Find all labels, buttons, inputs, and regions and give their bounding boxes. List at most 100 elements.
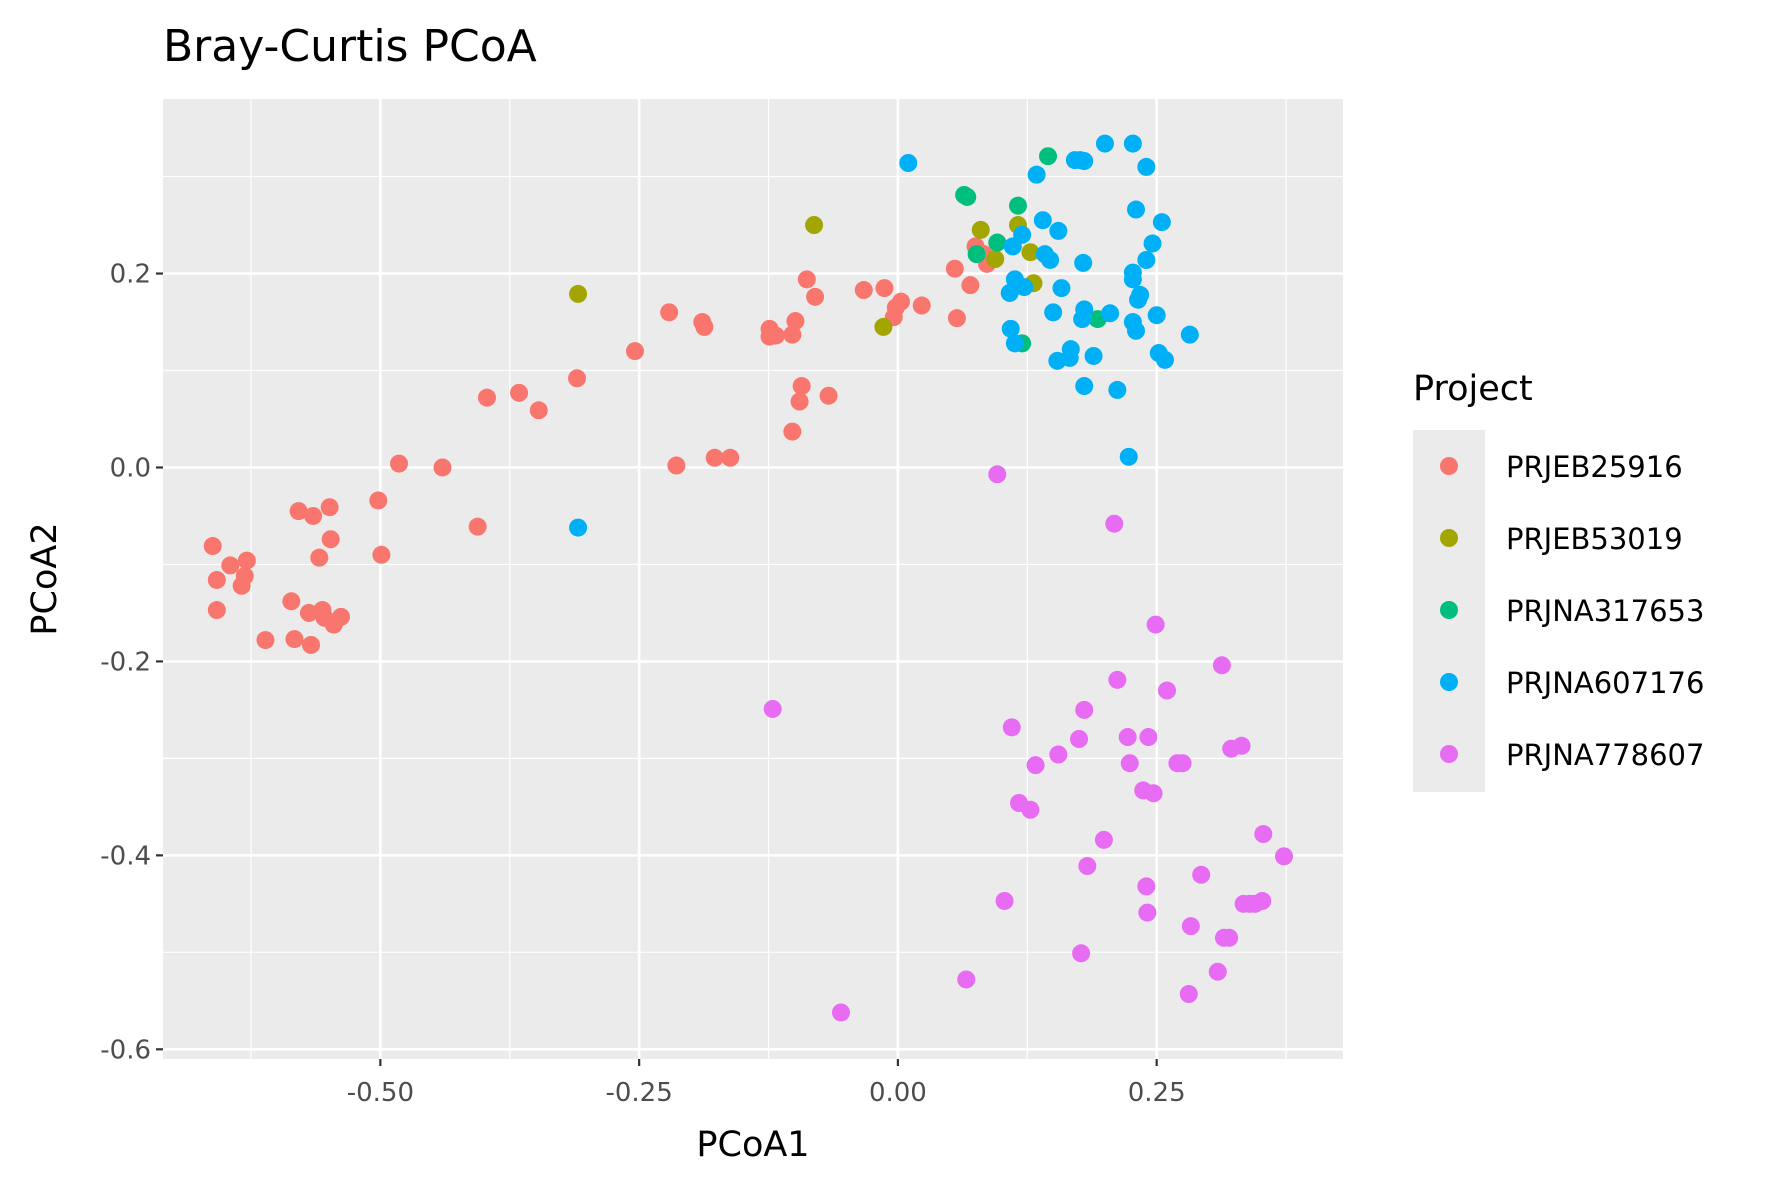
data-point — [282, 592, 301, 611]
data-point — [332, 607, 351, 626]
data-point — [1108, 670, 1127, 689]
data-point — [947, 309, 966, 328]
data-point — [321, 530, 340, 549]
data-point — [790, 392, 809, 411]
chart-title: Bray-Curtis PCoA — [163, 21, 537, 72]
data-point — [1075, 300, 1094, 319]
legend-key — [1440, 745, 1458, 763]
data-point — [1119, 447, 1138, 466]
data-point — [958, 187, 977, 206]
legend-label: PRJNA317653 — [1506, 594, 1704, 628]
data-point — [1138, 903, 1157, 922]
data-point — [1155, 350, 1174, 369]
data-point — [766, 326, 785, 345]
minor-gridlines — [163, 99, 1343, 1059]
data-point — [1021, 800, 1040, 819]
data-point — [1026, 756, 1045, 775]
data-point — [1095, 134, 1114, 153]
data-point — [1220, 928, 1239, 947]
data-point — [1126, 200, 1145, 219]
data-point — [792, 377, 811, 396]
data-point — [1070, 730, 1089, 748]
plot-panel — [163, 99, 1343, 1059]
data-point — [967, 245, 986, 264]
legend-label: PRJNA607176 — [1506, 666, 1704, 700]
y-tick-label: -0.6 — [100, 1035, 151, 1065]
data-point — [1137, 877, 1156, 896]
data-point — [1001, 319, 1020, 338]
data-point — [831, 1003, 850, 1022]
data-point — [1147, 306, 1166, 325]
data-point — [302, 635, 321, 654]
data-point — [1049, 745, 1068, 764]
data-point — [1131, 285, 1150, 304]
data-point — [961, 276, 980, 295]
x-tick-label: 0.25 — [1128, 1078, 1186, 1108]
data-point — [1094, 830, 1113, 849]
data-point — [1146, 615, 1165, 634]
data-point — [390, 454, 408, 473]
data-point — [912, 296, 931, 315]
data-point — [971, 220, 990, 239]
legend-key — [1440, 529, 1458, 547]
data-point — [1144, 784, 1163, 803]
data-point — [1041, 250, 1060, 269]
data-point — [203, 537, 222, 556]
data-point — [786, 312, 805, 331]
data-point — [1180, 325, 1199, 344]
data-point — [1181, 917, 1200, 936]
data-point — [695, 317, 714, 336]
legend-label: PRJNA778607 — [1506, 738, 1704, 772]
data-point — [1108, 380, 1127, 399]
data-point — [875, 279, 894, 298]
data-point — [1254, 825, 1273, 844]
legend: Project PRJEB25916 PRJEB53019 PRJNA317653 P… — [1413, 369, 1704, 792]
data-point — [1158, 681, 1177, 700]
data-point — [1123, 270, 1142, 289]
data-point — [1126, 321, 1145, 340]
data-point — [221, 556, 240, 575]
data-point — [1101, 304, 1120, 323]
data-point — [1118, 728, 1137, 747]
data-point — [1232, 736, 1251, 755]
data-point — [986, 250, 1005, 268]
data-point — [1152, 213, 1171, 232]
data-point — [1137, 250, 1156, 269]
x-tick-label: -0.50 — [347, 1078, 414, 1108]
y-axis-title: PCoA2 — [25, 522, 65, 635]
data-point — [1021, 243, 1040, 262]
data-point — [568, 369, 587, 388]
data-point — [1074, 253, 1093, 272]
major-gridlines — [163, 99, 1343, 1059]
axes: -0.50 -0.25 0.00 0.25 -0.6 -0.4 -0.2 0.0 0.2 — [100, 260, 1185, 1108]
legend-key — [1440, 457, 1458, 475]
data-point — [1072, 944, 1091, 963]
data-point — [1075, 377, 1094, 396]
data-point — [569, 518, 588, 537]
data-point — [299, 603, 318, 622]
data-point — [854, 281, 873, 300]
data-point — [207, 601, 226, 620]
y-tick-label: 0.0 — [110, 453, 151, 483]
data-point — [626, 342, 644, 361]
data-point — [1084, 346, 1103, 365]
data-point — [1075, 700, 1094, 719]
data-point — [235, 567, 254, 586]
data-point — [1078, 857, 1097, 876]
legend-label: PRJEB53019 — [1506, 522, 1683, 556]
data-point — [1120, 754, 1139, 773]
data-point — [1253, 891, 1272, 910]
data-point — [237, 551, 256, 570]
data-point — [995, 891, 1014, 910]
legend-key — [1440, 601, 1458, 619]
legend-label: PRJEB25916 — [1506, 450, 1683, 484]
data-point — [1013, 225, 1032, 244]
data-point — [957, 970, 976, 989]
data-point — [899, 154, 918, 172]
data-point — [304, 506, 323, 525]
x-axis-title: PCoA1 — [696, 1125, 809, 1165]
data-point — [1075, 152, 1094, 171]
data-point — [510, 383, 529, 402]
data-point — [1008, 196, 1027, 215]
data-point — [1061, 340, 1080, 359]
